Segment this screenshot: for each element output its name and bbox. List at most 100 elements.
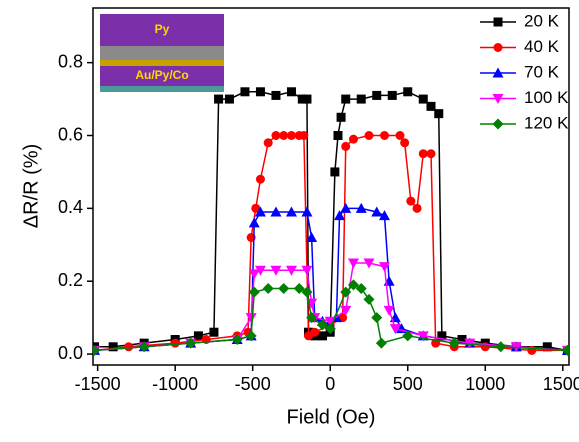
- marker: [245, 313, 257, 324]
- marker: [316, 319, 328, 331]
- marker: [341, 141, 351, 151]
- marker: [262, 283, 274, 294]
- marker: [372, 90, 382, 100]
- marker: [254, 265, 266, 276]
- marker: [240, 87, 250, 97]
- marker: [124, 342, 134, 352]
- y-tick-label: 0.8: [58, 51, 83, 71]
- marker: [251, 203, 261, 213]
- marker: [271, 90, 281, 100]
- legend-label: 40 K: [524, 37, 560, 56]
- legend-label: 20 K: [524, 11, 560, 30]
- marker: [387, 90, 397, 100]
- marker: [333, 131, 343, 140]
- marker: [297, 94, 307, 104]
- legend-label: 120 K: [524, 113, 569, 132]
- x-tick-label: -1500: [75, 374, 121, 394]
- marker: [248, 286, 260, 298]
- marker: [495, 341, 507, 353]
- marker: [324, 316, 336, 327]
- marker: [301, 265, 313, 276]
- y-tick-label: 0.6: [58, 124, 83, 144]
- x-axis-label: Field (Oe): [287, 406, 376, 428]
- legend-marker: [493, 17, 503, 27]
- x-tick-label: 1500: [543, 374, 579, 394]
- marker: [185, 337, 197, 349]
- marker: [371, 312, 383, 324]
- marker: [378, 262, 390, 273]
- marker: [93, 344, 101, 356]
- marker: [383, 305, 395, 316]
- marker: [418, 94, 428, 104]
- marker: [371, 206, 383, 217]
- marker: [340, 305, 352, 316]
- marker: [278, 283, 290, 294]
- marker: [245, 330, 257, 342]
- marker: [406, 196, 416, 206]
- x-tick-label: 500: [393, 374, 423, 394]
- x-tick-label: -500: [235, 374, 271, 394]
- marker: [285, 265, 297, 276]
- marker: [108, 342, 118, 352]
- y-tick-label: 0.2: [58, 270, 83, 290]
- marker: [363, 293, 375, 305]
- y-tick-label: 0.4: [58, 197, 83, 217]
- marker: [437, 331, 447, 341]
- marker: [270, 265, 282, 276]
- marker: [293, 283, 305, 294]
- marker: [306, 312, 318, 324]
- marker: [170, 338, 180, 348]
- y-tick-label: 0.0: [58, 343, 83, 363]
- marker: [561, 344, 569, 356]
- marker: [224, 94, 234, 104]
- marker: [355, 283, 367, 294]
- legend-label: 70 K: [524, 62, 560, 81]
- marker: [347, 279, 359, 291]
- marker: [434, 109, 444, 119]
- marker: [279, 131, 289, 140]
- marker: [301, 206, 313, 217]
- marker: [286, 131, 296, 140]
- marker: [542, 342, 552, 352]
- marker: [348, 134, 358, 144]
- marker: [138, 341, 150, 353]
- marker: [347, 258, 359, 269]
- marker: [285, 206, 297, 217]
- legend-marker: [492, 67, 504, 78]
- marker: [340, 286, 352, 298]
- marker: [330, 167, 340, 177]
- marker: [248, 217, 260, 228]
- marker: [400, 138, 410, 148]
- marker: [379, 131, 389, 140]
- marker: [255, 174, 265, 184]
- series-layer: [93, 87, 569, 356]
- marker: [271, 131, 281, 140]
- marker: [254, 206, 266, 217]
- marker: [402, 330, 414, 342]
- legend-label: 100 K: [524, 88, 569, 107]
- marker: [426, 101, 436, 111]
- marker: [395, 131, 405, 140]
- marker: [301, 286, 313, 298]
- marker: [378, 210, 390, 221]
- marker: [270, 206, 282, 217]
- y-axis-label: ΔR/R (%): [20, 144, 42, 228]
- marker: [214, 94, 224, 104]
- marker: [389, 324, 401, 335]
- marker: [263, 138, 273, 148]
- series-line: [94, 90, 568, 352]
- marker: [209, 327, 219, 337]
- marker: [417, 331, 429, 342]
- x-tick-label: 0: [325, 374, 335, 394]
- inset: Py Au/Py/Co: [100, 14, 224, 92]
- marker: [364, 131, 374, 140]
- marker: [356, 94, 366, 104]
- legend-marker: [492, 94, 504, 104]
- marker: [355, 202, 367, 213]
- marker: [255, 87, 265, 97]
- x-tick-label: -1000: [152, 374, 198, 394]
- marker: [418, 149, 428, 159]
- marker: [448, 337, 460, 349]
- marker: [340, 202, 352, 213]
- marker: [306, 232, 318, 242]
